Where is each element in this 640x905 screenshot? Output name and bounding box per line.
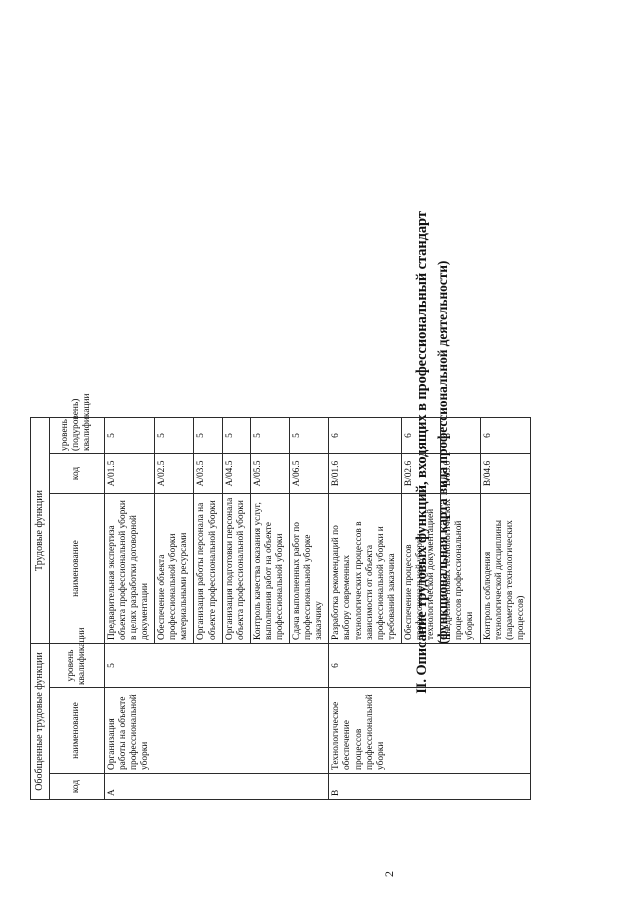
group-header-labor-functions: Трудовые функции: [30, 417, 50, 644]
table-row: A Организация работы на объекте профессио…: [104, 417, 329, 800]
tf-name-cell: Разработка рекомендаций по выбору соврем…: [328, 493, 402, 644]
column-header-otf-code: код: [49, 773, 105, 800]
column-header-tf-code: код: [49, 453, 105, 494]
tf-level-cell: 6: [401, 417, 441, 454]
tf-code-cell: В/01.6: [328, 453, 402, 494]
tf-name-cell: Организация работы персонала на объекте …: [193, 493, 223, 644]
table-body: A Организация работы на объекте профессио…: [104, 417, 531, 800]
tf-code-cell: А/05.5: [250, 453, 290, 494]
table-header-sub-row: код наименование уровень квалификации на…: [49, 393, 105, 800]
tf-name-cell: Контроль соблюдения технологической дисц…: [480, 493, 531, 644]
otf-level-cell: 6: [328, 643, 531, 688]
table-row: В Технологическое обеспечение процессов п…: [328, 417, 531, 800]
tf-code-cell: А/03.5: [193, 453, 223, 494]
tf-level-cell: 5: [193, 417, 223, 454]
tf-code-cell: А/06.5: [289, 453, 329, 494]
tf-code-cell: В/04.6: [480, 453, 531, 494]
page-number: 2: [382, 871, 396, 877]
tf-name-cell: Внедрение новых технологических процессо…: [440, 493, 481, 644]
otf-name-cell: Организация работы на объекте профессион…: [104, 687, 329, 774]
tf-name-cell: Обеспечение объекта профессиональной убо…: [154, 493, 194, 644]
otf-name-cell: Технологическое обеспечение процессов пр…: [328, 687, 531, 774]
tf-level-cell: 6: [328, 417, 402, 454]
tf-level-cell: 6: [440, 417, 481, 454]
table-header-group-row: Обобщенные трудовые функции Трудовые фун…: [30, 417, 50, 800]
tf-name-cell: Предварительная экспертиза объекта профе…: [104, 493, 155, 644]
tf-code-cell: А/02.5: [154, 453, 194, 494]
tf-code-cell: А/04.5: [222, 453, 251, 494]
column-header-tf-name: наименование: [49, 493, 105, 644]
tf-code-cell: В/03.6: [440, 453, 481, 494]
otf-level-cell: 5: [104, 643, 329, 688]
table-header: Обобщенные трудовые функции Трудовые фун…: [30, 393, 105, 800]
column-header-tf-level: уровень (подуровень) квалификации: [49, 393, 105, 454]
group-header-generalized-functions: Обобщенные трудовые функции: [30, 643, 50, 800]
functional-map-table-wrapper: Обобщенные трудовые функции Трудовые фун…: [30, 393, 531, 800]
tf-level-cell: 5: [289, 417, 329, 454]
tf-level-cell: 5: [250, 417, 290, 454]
tf-name-cell: Контроль качества оказания услуг, выполн…: [250, 493, 290, 644]
tf-level-cell: 5: [222, 417, 251, 454]
otf-code-cell: В: [328, 773, 531, 800]
functional-map-table: Обобщенные трудовые функции Трудовые фун…: [30, 393, 531, 800]
tf-level-cell: 5: [104, 417, 155, 454]
tf-name-cell: Организация подготовки персонала объекта…: [222, 493, 251, 644]
column-header-otf-name: наименование: [49, 687, 105, 774]
tf-level-cell: 6: [480, 417, 531, 454]
tf-name-cell: Обеспечение процессов профессиональной у…: [401, 493, 441, 644]
tf-name-cell: Сдача выполненных работ по профессиональ…: [289, 493, 329, 644]
tf-code-cell: А/01.5: [104, 453, 155, 494]
column-header-otf-level: уровень квалификации: [49, 627, 105, 688]
tf-code-cell: В/02.6: [401, 453, 441, 494]
otf-code-cell: A: [104, 773, 329, 800]
tf-level-cell: 5: [154, 417, 194, 454]
